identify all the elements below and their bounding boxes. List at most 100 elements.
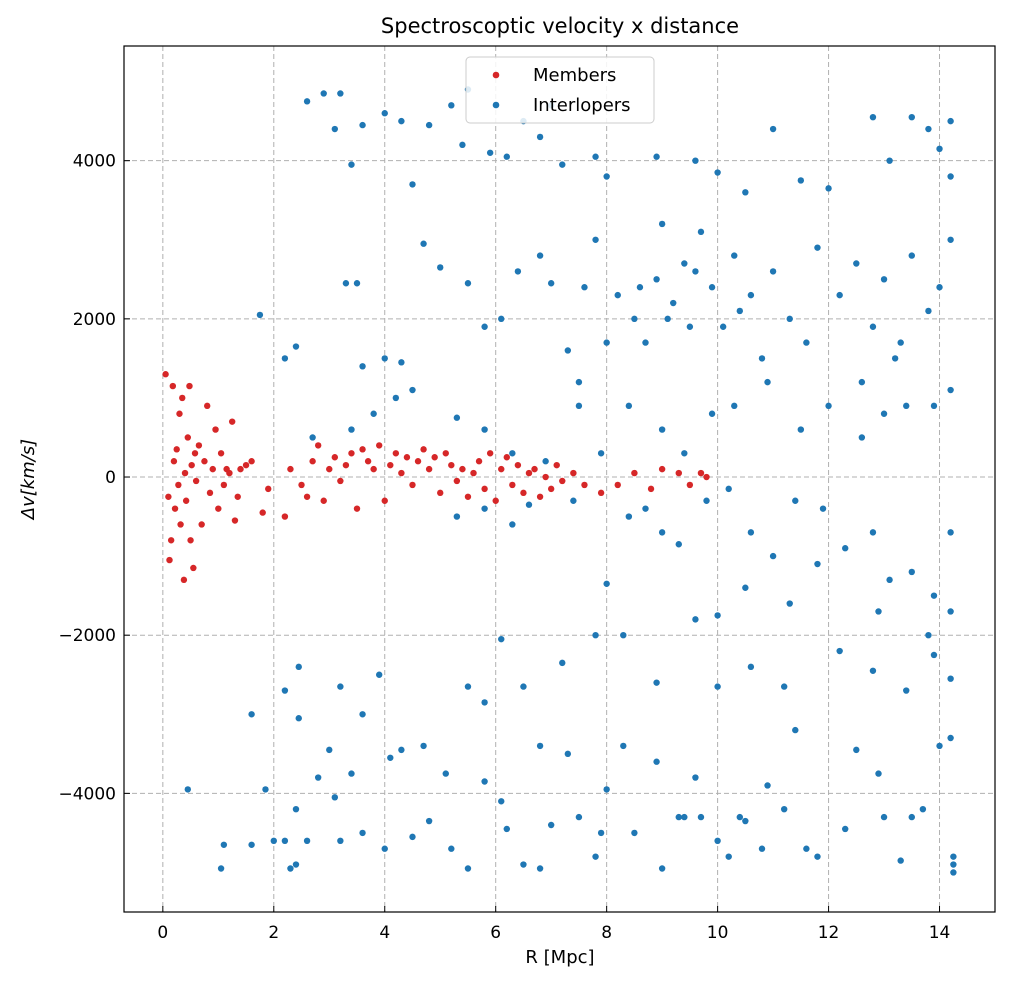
interloper-point [292, 805, 300, 813]
interloper-point [481, 426, 488, 433]
interloper-point [947, 608, 954, 615]
interloper-point [708, 284, 716, 291]
x-axis-label: R [Mpc] [525, 947, 594, 968]
interloper-point [559, 161, 566, 168]
member-point [448, 461, 455, 469]
member-point [192, 477, 200, 485]
interloper-point [486, 149, 494, 156]
interloper-point [303, 98, 311, 105]
member-point [180, 576, 188, 584]
member-point [309, 458, 316, 465]
grid [124, 46, 995, 912]
member-point [481, 485, 488, 493]
interloper-point [780, 805, 788, 813]
interloper-point [625, 513, 633, 520]
interloper-point [425, 817, 433, 825]
member-point [536, 493, 544, 500]
interloper-point [453, 414, 461, 421]
member-point [169, 382, 177, 390]
interloper-point [819, 505, 827, 512]
member-point [220, 481, 228, 489]
interloper-point [420, 742, 427, 750]
member-point [392, 450, 400, 457]
interloper-point [792, 726, 799, 734]
interloper-point [786, 600, 793, 607]
interloper-point [947, 734, 954, 742]
interloper-point [747, 291, 755, 299]
interloper-point [536, 252, 544, 259]
interloper-point [392, 394, 400, 402]
interloper-point [869, 113, 877, 121]
member-point [184, 434, 191, 441]
interloper-point [697, 228, 705, 236]
member-point [190, 564, 197, 572]
member-point [542, 473, 549, 481]
interloper-point [836, 291, 843, 299]
interloper-point [320, 90, 327, 97]
member-point [182, 497, 190, 504]
member-point [647, 485, 655, 493]
interloper-point [769, 552, 777, 560]
interloper-point [886, 157, 893, 164]
x-tick-label: 4 [379, 923, 390, 943]
legend-label-members: Members [533, 65, 616, 86]
member-point [498, 465, 505, 473]
interloper-point [603, 173, 610, 180]
interloper-point [658, 220, 666, 228]
interloper-point [681, 260, 688, 267]
interloper-point [936, 145, 943, 153]
interloper-point [875, 770, 882, 777]
interloper-point [281, 837, 289, 845]
interloper-point [886, 576, 893, 584]
interloper-point [636, 284, 644, 291]
interloper-point [631, 829, 638, 837]
member-point [353, 505, 361, 512]
member-point [520, 489, 527, 497]
interloper-point [825, 185, 832, 192]
member-point [331, 454, 339, 461]
member-point [173, 446, 180, 453]
member-point [375, 442, 383, 449]
interloper-point [842, 545, 849, 552]
member-point [675, 469, 682, 477]
member-point [287, 465, 294, 473]
interloper-point [292, 861, 300, 868]
member-point [631, 469, 638, 477]
interloper-point [930, 592, 938, 599]
ticks: 0 2 4 6 8 10 12 14 −4000 −2000 0 2000 4000 [58, 152, 950, 943]
member-point [459, 465, 466, 473]
interloper-point [620, 631, 627, 639]
member-point [326, 465, 333, 473]
legend: Members Interlopers [465, 56, 655, 124]
interloper-point [520, 861, 527, 868]
interloper-point [853, 746, 860, 754]
interloper-point [803, 845, 810, 852]
interloper-point [547, 280, 555, 287]
interloper-point [670, 299, 677, 307]
interloper-point [359, 711, 366, 718]
interloper-point [575, 402, 583, 410]
interloper-point [331, 125, 339, 133]
interloper-point [664, 315, 671, 323]
member-point [188, 461, 195, 469]
interloper-point [398, 746, 405, 754]
interloper-point [597, 450, 605, 457]
interloper-point [337, 683, 344, 690]
interloper-point [692, 157, 699, 164]
interloper-point [498, 635, 505, 643]
interloper-point [825, 402, 832, 410]
interloper-point [509, 450, 516, 457]
interloper-point [858, 434, 866, 441]
legend-marker-interlopers [492, 101, 500, 109]
interloper-point [714, 837, 721, 845]
interloper-point [514, 268, 522, 275]
interloper-point [498, 315, 505, 323]
member-point [177, 521, 184, 528]
interloper-point [525, 501, 533, 508]
interloper-point [503, 153, 510, 160]
interloper-point [592, 631, 599, 639]
member-point [215, 505, 222, 512]
interloper-point [614, 291, 621, 299]
interloper-point [281, 355, 289, 362]
member-point [470, 469, 477, 477]
